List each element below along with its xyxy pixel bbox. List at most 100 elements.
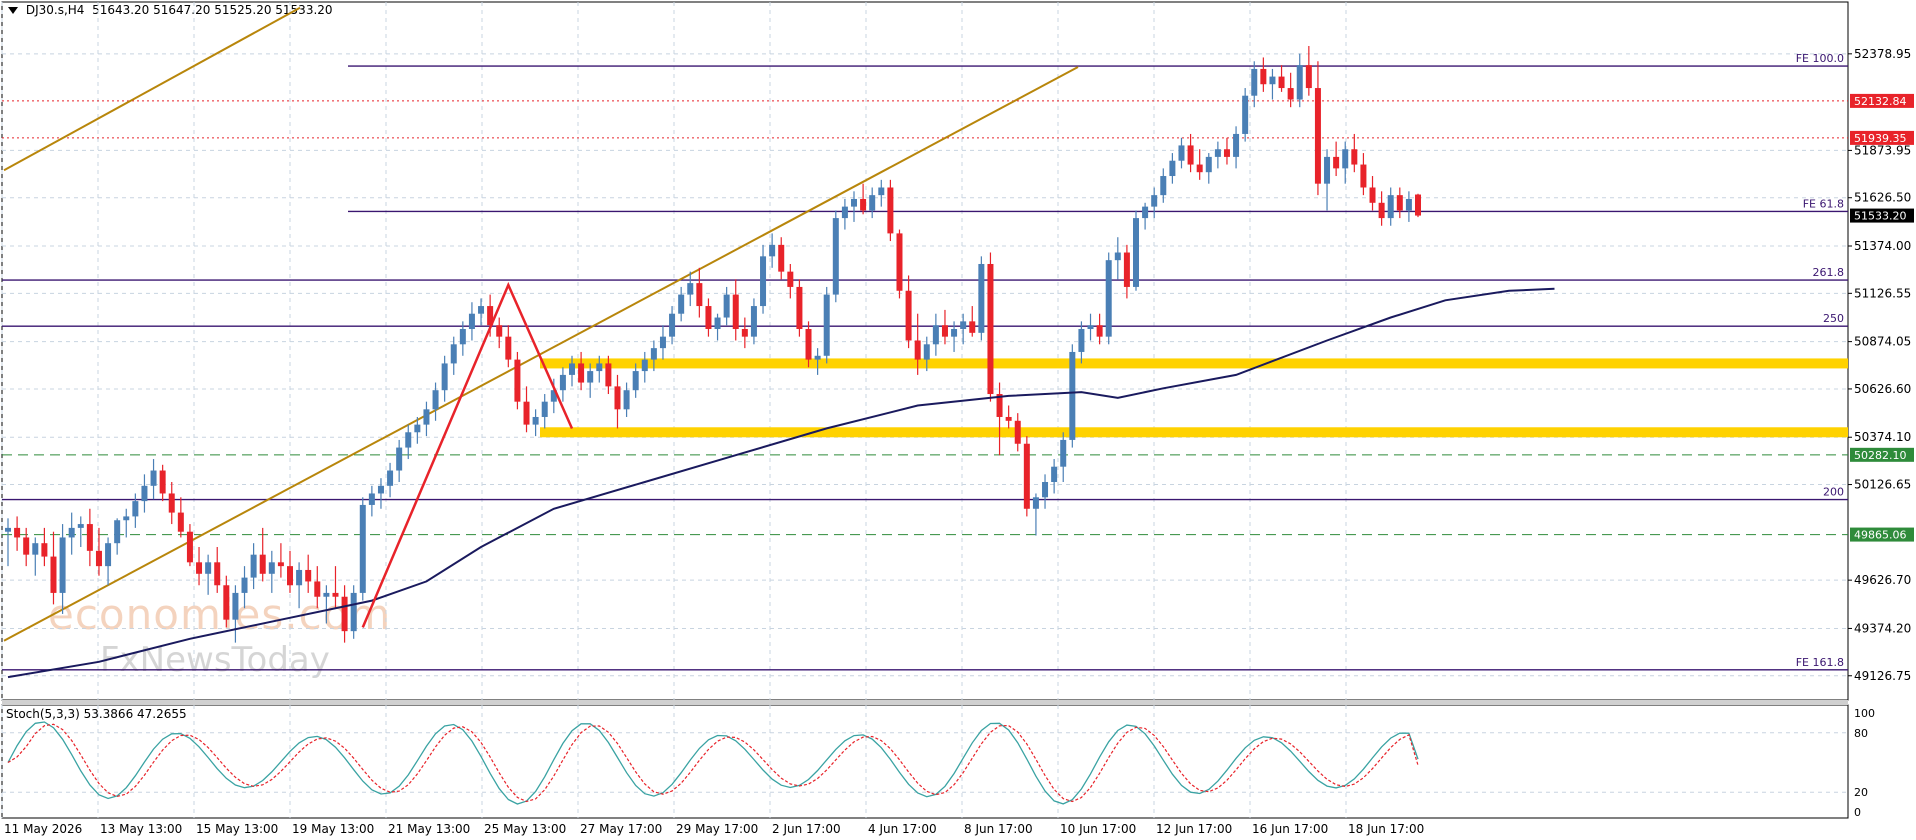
- candle-body: [1342, 149, 1349, 169]
- candle-body: [960, 321, 967, 330]
- y-tick-label: 51626.50: [1854, 191, 1911, 205]
- candle-body: [32, 543, 39, 555]
- y-tick-label: 50126.65: [1854, 478, 1911, 492]
- x-tick-label: 19 May 13:00: [292, 822, 374, 836]
- candle-body: [550, 390, 557, 402]
- candle-body: [750, 306, 757, 337]
- candle-body: [832, 218, 839, 295]
- candle-body: [77, 524, 84, 528]
- candle-body: [814, 355, 821, 360]
- candle-body: [205, 562, 212, 574]
- candle-body: [569, 363, 575, 375]
- candle-body: [841, 206, 848, 219]
- candle-body: [514, 359, 521, 402]
- candle-body: [259, 554, 266, 574]
- stoch-level-label: 0: [1854, 806, 1861, 819]
- candle-body: [459, 329, 466, 345]
- price-tag-label: 51533.20: [1854, 210, 1907, 223]
- candle-body: [341, 596, 348, 632]
- candle-body: [177, 512, 184, 532]
- candle-body: [1087, 325, 1094, 330]
- y-tick-label: 51873.95: [1854, 143, 1911, 157]
- candle-body: [1214, 149, 1221, 157]
- candle-body: [1151, 195, 1158, 207]
- candle-body: [159, 470, 166, 494]
- x-tick-label: 2 Jun 17:00: [772, 822, 841, 836]
- candle-body: [1296, 65, 1303, 100]
- candle-body: [1096, 325, 1103, 337]
- candle-body: [769, 244, 776, 257]
- candle-body: [114, 520, 121, 544]
- candle-body: [1187, 145, 1194, 165]
- price-tag: [1850, 130, 1914, 145]
- stoch-level-label: 80: [1854, 727, 1868, 740]
- x-tick-label: 18 Jun 17:00: [1348, 822, 1424, 836]
- oscillator-frame: [1, 704, 1849, 819]
- candle-body: [969, 321, 976, 333]
- candle-body: [1223, 149, 1230, 157]
- candle-body: [123, 516, 130, 521]
- fib-level-label: FE 100.0: [1796, 52, 1844, 65]
- y-tick-label: 50874.05: [1854, 335, 1911, 349]
- candle-body: [532, 416, 539, 425]
- candle-body: [414, 424, 421, 433]
- candle-body: [1287, 88, 1294, 100]
- x-tick-label: 25 May 13:00: [484, 822, 566, 836]
- candle-body: [277, 562, 284, 567]
- candle-body: [496, 325, 503, 337]
- candle-body: [1242, 95, 1249, 134]
- candle-body: [1105, 260, 1112, 337]
- candle-body: [1133, 218, 1139, 287]
- candle-body: [305, 569, 312, 582]
- price-tag-label: 49865.06: [1854, 529, 1907, 542]
- x-tick-label: 27 May 17:00: [580, 822, 662, 836]
- candle-body: [632, 371, 639, 391]
- candle-body: [760, 256, 767, 307]
- candle-body: [605, 363, 612, 387]
- candle-body: [1123, 252, 1130, 287]
- candle-body: [596, 363, 603, 372]
- candle-body: [232, 592, 239, 620]
- candle-body: [105, 543, 112, 567]
- candle-body: [168, 493, 175, 513]
- candle-body: [41, 543, 48, 557]
- candle-body: [377, 485, 384, 494]
- candle-body: [1415, 194, 1421, 216]
- candle-body: [1005, 416, 1012, 421]
- x-tick-label: 21 May 13:00: [388, 822, 470, 836]
- candle-body: [878, 187, 885, 196]
- fib-level-label: FE 61.8: [1803, 197, 1844, 210]
- trend-line-channel: [3, 66, 1079, 642]
- support-zone: [540, 427, 1848, 438]
- price-tag: [1850, 447, 1914, 462]
- candle-body: [132, 501, 139, 517]
- chart-symbol: DJ30.s,H4: [25, 3, 85, 17]
- candle-body: [95, 550, 102, 567]
- x-tick-label: 13 May 13:00: [100, 822, 182, 836]
- price-tag-label: 52132.84: [1854, 95, 1907, 108]
- candle-body: [659, 336, 666, 349]
- candle-body: [705, 306, 712, 330]
- candle-body: [996, 394, 1003, 417]
- y-tick-label: 52378.95: [1854, 47, 1911, 61]
- candle-body: [1260, 68, 1267, 85]
- candle-body: [523, 401, 530, 425]
- candle-body: [1142, 206, 1149, 219]
- stoch-k-line: [7, 721, 1419, 805]
- candle-body: [732, 294, 739, 330]
- candle-body: [478, 306, 485, 314]
- support-zone: [540, 358, 1848, 369]
- candle-body: [914, 340, 921, 360]
- candle-body: [359, 504, 366, 593]
- candle-body: [1251, 68, 1258, 96]
- candle-body: [50, 556, 57, 593]
- zigzag-line: [361, 281, 574, 628]
- dropdown-triangle-icon[interactable]: [8, 7, 18, 14]
- candle-body: [1314, 88, 1321, 184]
- candle-body: [1305, 65, 1312, 89]
- candle-body: [1269, 76, 1276, 85]
- candle-body: [1032, 497, 1039, 509]
- y-tick-label: 50374.10: [1854, 430, 1911, 444]
- candle-body: [368, 493, 375, 505]
